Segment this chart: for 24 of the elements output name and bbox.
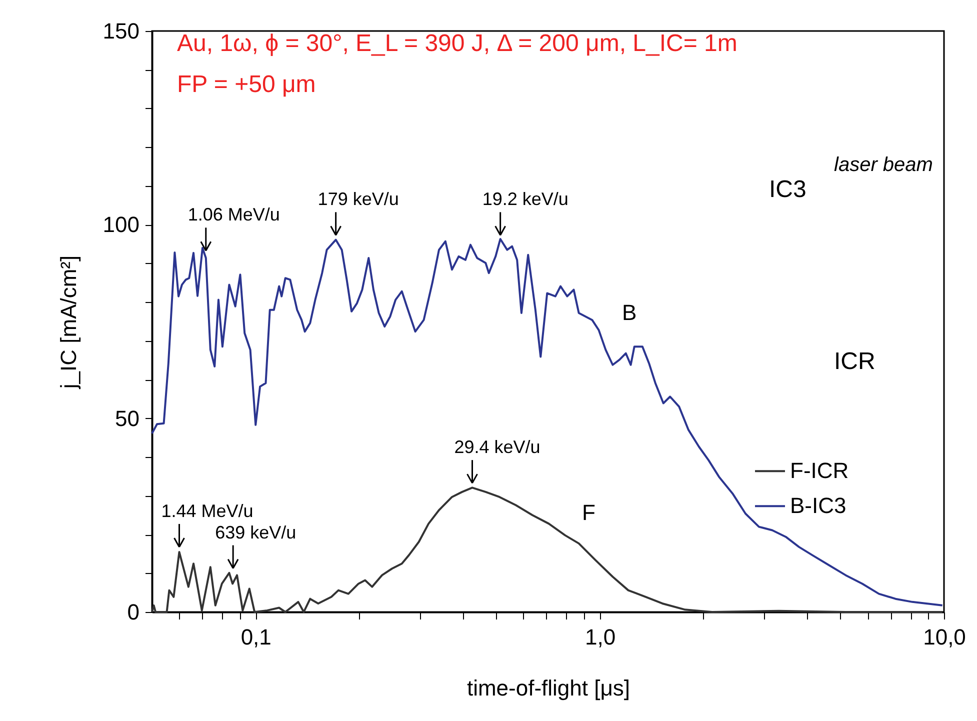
annotation: 29.4 keV/u	[454, 437, 540, 458]
annotation: IC3	[769, 176, 806, 203]
y-axis-title: j_IC [mA/cm²]	[56, 255, 81, 390]
x-tick-label: 10,0	[923, 624, 966, 650]
annotation: 1.06 MeV/u	[188, 204, 280, 225]
annotation: laser beam	[834, 154, 933, 176]
annotation: FP = +50 μm	[177, 71, 316, 98]
legend-label: F-ICR	[790, 458, 849, 484]
annotation: 639 keV/u	[215, 522, 296, 542]
x-tick-label: 0,1	[240, 624, 272, 650]
annotation: F	[582, 500, 596, 525]
annotation: B	[622, 300, 637, 325]
y-tick-label: 150	[102, 18, 140, 44]
x-tick-label: 1,0	[585, 624, 616, 650]
annotation: 179 keV/u	[318, 189, 399, 210]
y-tick-label: 0	[127, 600, 140, 624]
y-tick-label: 100	[102, 212, 140, 238]
legend-label: B-IC3	[790, 493, 846, 518]
x-axis-title: time-of-flight [μs]	[466, 676, 630, 700]
annotation: 1.44 MeV/u	[161, 500, 254, 521]
annotation: 19.2 keV/u	[482, 189, 568, 210]
annotation: ICR	[834, 348, 876, 375]
y-tick-label: 50	[115, 406, 140, 431]
annotation: Au, 1ω, ϕ = 30°, E_L = 390 J, Δ = 200 μm, L_IC= 1m	[177, 30, 738, 57]
